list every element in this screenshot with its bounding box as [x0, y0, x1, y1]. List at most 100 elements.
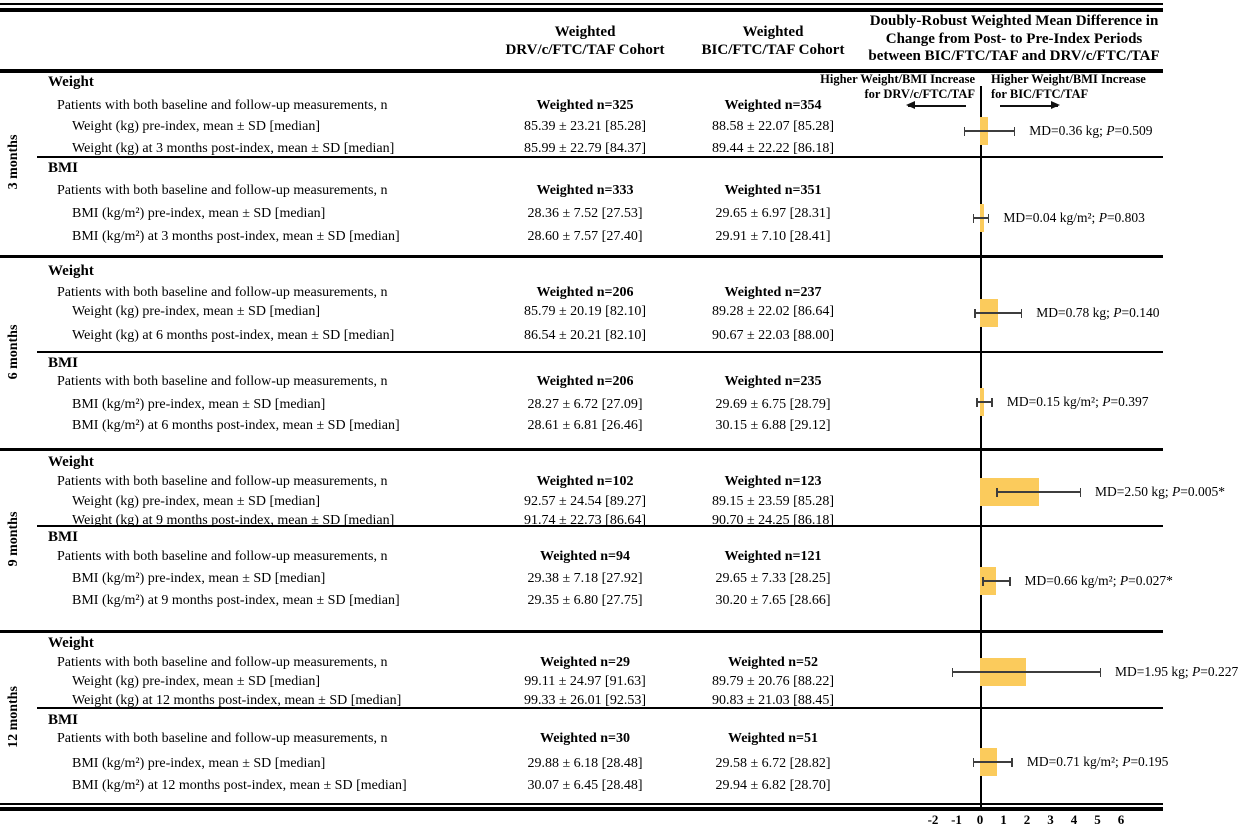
forest-ci-cap-right-bmi-9-months [1009, 576, 1011, 586]
axis-tick-1: 1 [1000, 812, 1007, 827]
bmi-drv-value-12-months-0: 29.88 ± 6.18 [28.48] [527, 756, 643, 771]
drv-header-line1: Weighted [554, 24, 616, 40]
bmi-row-label-9-months-1: BMI (kg/m²) at 9 months post-index, mean… [72, 593, 400, 608]
forest-ci-cap-left-bmi-9-months [982, 576, 984, 586]
bmi-group-header-12-months: BMI [48, 712, 78, 728]
direction-label-bic-line1: Higher Weight/BMI Increase [991, 72, 1146, 86]
weight-group-header-9-months: Weight [48, 454, 94, 470]
forest-ci-cap-right-bmi-3-months [987, 213, 990, 223]
weight-drv-n-3-months: Weighted n=325 [536, 98, 634, 113]
p-symbol-bmi-3-months: P [1098, 210, 1107, 225]
p-symbol-bmi-6-months: P [1102, 394, 1111, 409]
bmi-patients-label-3-months: Patients with both baseline and follow-u… [57, 183, 388, 198]
forest-ci-weight-9-months [996, 491, 1082, 493]
weight-row-label-9-months-1: Weight (kg) at 9 months post-index, mean… [72, 513, 395, 528]
bmi-drv-value-3-months-1: 28.60 ± 7.57 [27.40] [527, 229, 643, 244]
p-symbol-weight-6-months: P [1113, 305, 1122, 320]
axis-tick-2: 2 [1023, 812, 1031, 827]
md-text-weight-6-months: MD=0.78 kg; [1036, 305, 1114, 320]
weight-bic-value-3-months-0: 88.58 ± 22.07 [85.28] [711, 119, 834, 134]
subsection-rule-12-months [37, 707, 1163, 709]
forest-ci-weight-6-months [974, 312, 1023, 314]
section-rule-9mo [0, 448, 1163, 451]
forest-ci-bmi-9-months [982, 580, 1011, 582]
weight-patients-label-9-months: Patients with both baseline and follow-u… [57, 474, 388, 489]
weight-bic-n-12-months: Weighted n=52 [727, 655, 819, 670]
bmi-row-label-9-months-0: BMI (kg/m²) pre-index, mean ± SD [median… [72, 571, 326, 586]
weight-drv-value-12-months-1: 99.33 ± 26.01 [92.53] [523, 693, 646, 708]
weight-row-label-3-months-0: Weight (kg) pre-index, mean ± SD [median… [72, 119, 320, 134]
weight-drv-value-9-months-0: 92.57 ± 24.54 [89.27] [523, 494, 646, 509]
weight-drv-value-6-months-1: 86.54 ± 20.21 [82.10] [523, 328, 646, 343]
axis-tick--2: -2 [927, 812, 939, 827]
forest-md-label-bmi-9-months: MD=0.66 kg/m²; P=0.027* [1025, 572, 1173, 590]
weight-drv-n-12-months: Weighted n=29 [539, 655, 631, 670]
forest-ci-cap-right-weight-9-months [1079, 487, 1082, 497]
month-label-6-months: 6 months [6, 324, 21, 380]
direction-label-drv: Higher Weight/BMI Increase for DRV/c/FTC… [775, 72, 975, 102]
forest-ci-cap-right-weight-12-months [1099, 667, 1102, 677]
bmi-row-label-3-months-1: BMI (kg/m²) at 3 months post-index, mean… [72, 229, 400, 244]
bottom-rule-thick [0, 807, 1163, 811]
weight-bic-value-12-months-0: 89.79 ± 20.76 [88.22] [711, 674, 834, 689]
axis-tick-6: 6 [1117, 812, 1125, 827]
bmi-drv-value-9-months-1: 29.35 ± 6.80 [27.75] [527, 593, 643, 608]
bmi-bic-value-9-months-1: 30.20 ± 7.65 [28.66] [715, 593, 831, 608]
drv-cohort-header: Weighted DRV/c/FTC/TAF Cohort [485, 24, 685, 59]
forest-ci-cap-right-bmi-6-months [991, 397, 993, 407]
forest-ci-cap-left-weight-12-months [951, 667, 954, 677]
axis-tick-5: 5 [1094, 812, 1101, 827]
weight-drv-n-6-months: Weighted n=206 [536, 285, 634, 300]
p-symbol-weight-9-months: P [1172, 484, 1181, 499]
forest-md-label-weight-12-months: MD=1.95 kg; P=0.227 [1115, 663, 1238, 681]
p-value-weight-9-months: =0.005* [1180, 484, 1226, 499]
p-value-bmi-3-months: =0.803 [1106, 210, 1145, 225]
bmi-row-label-3-months-0: BMI (kg/m²) pre-index, mean ± SD [median… [72, 206, 326, 221]
md-text-bmi-3-months: MD=0.04 kg/m²; [1003, 210, 1099, 225]
p-symbol-weight-12-months: P [1192, 664, 1201, 679]
p-value-bmi-6-months: =0.397 [1110, 394, 1149, 409]
weight-row-label-12-months-1: Weight (kg) at 12 months post-index, mea… [72, 693, 402, 708]
left-arrow-icon [906, 101, 966, 109]
weight-row-label-12-months-0: Weight (kg) pre-index, mean ± SD [median… [72, 674, 320, 689]
forest-header-line2: Change from Post- to Pre-Index Periods [885, 30, 1143, 47]
bmi-row-label-6-months-0: BMI (kg/m²) pre-index, mean ± SD [median… [72, 397, 326, 412]
forest-ci-weight-12-months [951, 671, 1102, 673]
weight-bic-value-9-months-0: 89.15 ± 23.59 [85.28] [711, 494, 834, 509]
bmi-patients-label-9-months: Patients with both baseline and follow-u… [57, 549, 388, 564]
subsection-rule-6-months [37, 351, 1163, 353]
weight-drv-value-9-months-1: 91.74 ± 22.73 [86.64] [523, 513, 646, 528]
axis-tick-4: 4 [1070, 812, 1078, 827]
p-value-weight-12-months: =0.227 [1200, 664, 1239, 679]
right-arrow-icon [1000, 101, 1060, 109]
forest-ci-cap-left-weight-9-months [996, 487, 998, 497]
weight-drv-value-12-months-0: 99.11 ± 24.97 [91.63] [524, 674, 646, 689]
bmi-bic-value-12-months-1: 29.94 ± 6.82 [28.70] [715, 778, 831, 793]
weight-row-label-6-months-0: Weight (kg) pre-index, mean ± SD [median… [72, 304, 320, 319]
bmi-drv-value-12-months-1: 30.07 ± 6.45 [28.48] [527, 778, 643, 793]
weight-group-header-12-months: Weight [48, 635, 94, 651]
subsection-rule-9-months [37, 525, 1163, 527]
bmi-bic-value-3-months-0: 29.65 ± 6.97 [28.31] [715, 206, 831, 221]
month-label-3-months: 3 months [6, 134, 21, 190]
bmi-bic-n-9-months: Weighted n=121 [724, 549, 822, 564]
direction-label-bic-line2: for BIC/FTC/TAF [991, 87, 1089, 101]
forest-ci-bmi-12-months [972, 761, 1013, 763]
weight-bic-n-9-months: Weighted n=123 [724, 474, 822, 489]
bmi-drv-value-6-months-1: 28.61 ± 6.81 [26.46] [527, 418, 643, 433]
bmi-row-label-12-months-1: BMI (kg/m²) at 12 months post-index, mea… [72, 778, 407, 793]
weight-bic-n-3-months: Weighted n=354 [724, 98, 822, 113]
bmi-drv-n-6-months: Weighted n=206 [536, 374, 634, 389]
section-rule-12mo [0, 630, 1163, 633]
weight-patients-label-6-months: Patients with both baseline and follow-u… [57, 285, 388, 300]
forest-ci-cap-left-weight-3-months [963, 126, 966, 136]
bmi-bic-value-9-months-0: 29.65 ± 7.33 [28.25] [715, 571, 831, 586]
md-text-weight-3-months: MD=0.36 kg; [1029, 123, 1107, 138]
p-symbol-bmi-9-months: P [1119, 573, 1129, 588]
bottom-rule-thin [0, 803, 1163, 805]
bmi-group-header-9-months: BMI [48, 529, 78, 545]
weight-bic-value-3-months-1: 89.44 ± 22.22 [86.18] [711, 141, 834, 156]
bic-header-line1: Weighted [742, 24, 804, 40]
bmi-row-label-12-months-0: BMI (kg/m²) pre-index, mean ± SD [median… [72, 756, 326, 771]
